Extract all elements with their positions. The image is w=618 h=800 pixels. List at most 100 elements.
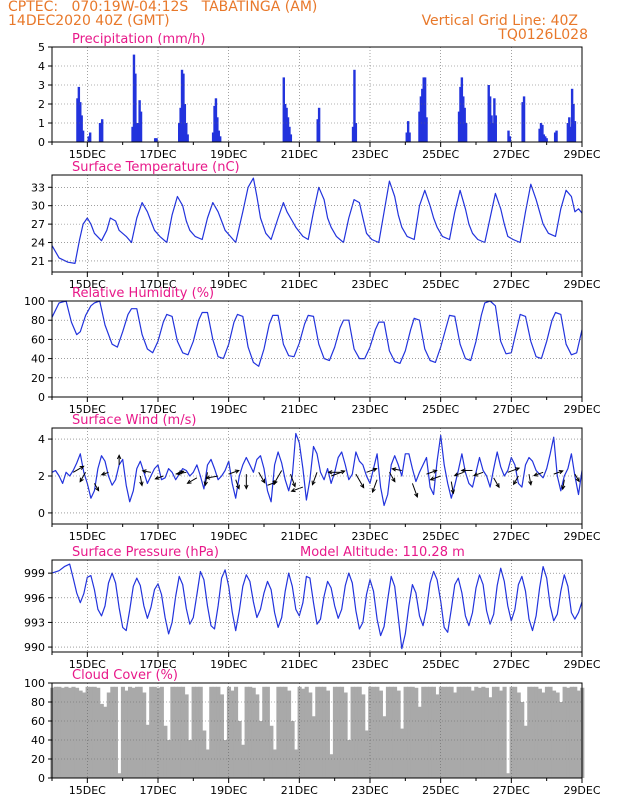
rh-ytick-label: 20 (31, 372, 45, 385)
cloud-column (407, 686, 412, 778)
wind-arrow (473, 471, 484, 477)
wind-arrow (142, 470, 152, 473)
precip-bar (405, 132, 408, 142)
wind-line (51, 432, 583, 507)
wind-arrow-head (290, 487, 296, 493)
wind-arrow (430, 475, 441, 481)
precip-bar (216, 117, 219, 142)
wind-arrow (574, 473, 580, 482)
wind-panel (48, 427, 583, 529)
precip-bar (77, 86, 81, 142)
cloud-xtick-label: 23DEC (351, 784, 388, 797)
cloud-column (523, 725, 528, 778)
wind-arrow (187, 477, 198, 484)
temp-ytick-label: 33 (31, 181, 45, 194)
wind-arrow-head (372, 467, 378, 472)
precip-ytick-label: 1 (38, 117, 45, 130)
wind-xtick-label: 19DEC (210, 530, 247, 543)
cloud-column (78, 690, 83, 778)
precip-ytick-label: 5 (38, 41, 45, 54)
cloud-column (149, 686, 154, 778)
cloud-column (67, 687, 73, 778)
wind-arrow (355, 473, 365, 488)
cloud-column (237, 721, 242, 778)
wind-arrow-head (273, 479, 278, 485)
wind-arrow-head (429, 476, 435, 481)
precip-bar (286, 117, 290, 142)
cloud-ytick-label: 80 (31, 696, 45, 709)
pres-xtick-label: 17DEC (139, 658, 176, 671)
cloud-column (445, 686, 451, 778)
precip-bar (460, 77, 464, 142)
wind-xtick-label: 17DEC (139, 530, 176, 543)
precip-bar (134, 73, 137, 142)
cloud-column (248, 686, 253, 778)
precip-xtick-label: 15DEC (69, 148, 106, 161)
cloud-xtick-label: 29DEC (563, 784, 600, 797)
wind-arrow-head (528, 480, 533, 486)
precip-xtick-label: 27DEC (493, 148, 530, 161)
cloud-column (456, 686, 461, 778)
cloud-column (463, 686, 468, 778)
wind-arrow-head (391, 477, 396, 483)
temp-line (51, 177, 583, 264)
pres-title: Surface Pressure (hPa) (72, 545, 219, 560)
cloud-column (166, 740, 171, 778)
precip-xtick-label: 29DEC (563, 148, 600, 161)
cloud-column (244, 686, 249, 778)
grid-note: Vertical Grid Line: 40Z (421, 13, 578, 29)
cloud-column (481, 686, 486, 778)
precip-bar (494, 115, 497, 142)
cloud-column (198, 686, 203, 778)
precip-bar (545, 138, 548, 142)
precip-bar (179, 107, 182, 142)
wind-arrow-head (100, 471, 106, 476)
rh-xtick-label: 23DEC (351, 403, 388, 416)
precip-bar (185, 123, 188, 142)
wind-arrow-head (235, 484, 240, 490)
cloud-column (124, 690, 129, 778)
cloud-column (449, 686, 454, 778)
rh-xtick-label: 21DEC (281, 403, 318, 416)
cloud-column (308, 692, 313, 778)
cloud-column (396, 690, 401, 778)
wind-arrow-head (139, 481, 144, 487)
cloud-column (294, 749, 299, 778)
precip-bar (521, 102, 524, 142)
precip-ytick-label: 4 (38, 60, 45, 73)
pres-xtick-label: 23DEC (351, 658, 388, 671)
precip-bar (76, 98, 79, 142)
wind-xtick-label: 21DEC (281, 530, 318, 543)
precip-bar (285, 107, 288, 142)
cloud-column (491, 686, 497, 778)
cloud-column (530, 686, 535, 778)
precip-bar (218, 136, 222, 142)
rh-ytick-label: 40 (31, 353, 45, 366)
cloud-column (85, 686, 90, 778)
precip-bar (423, 77, 427, 142)
precip-ytick-label: 0 (38, 136, 45, 149)
precip-bar (425, 117, 428, 142)
cloud-column (322, 686, 327, 778)
precip-xtick-label: 17DEC (139, 148, 176, 161)
temp-xtick-label: 23DEC (351, 278, 388, 291)
precip-bar (459, 86, 462, 142)
date-header: 14DEC2020 40Z (GMT) (8, 13, 170, 29)
cloud-column (283, 686, 288, 778)
wind-arrow (139, 475, 143, 486)
cloud-column (566, 687, 571, 778)
cloud-column (378, 690, 383, 778)
cloud-column (414, 687, 419, 778)
wind-arrow (372, 479, 378, 493)
precip-bar (421, 88, 424, 142)
wind-arrow (426, 469, 437, 475)
cloud-xtick-label: 17DEC (139, 784, 176, 797)
cloud-column (392, 686, 398, 778)
wind-arrow (101, 471, 109, 476)
cloud-column (417, 706, 422, 778)
wind-arrow-head (340, 470, 346, 475)
cloud-column (368, 686, 373, 778)
temp-xtick-label: 19DEC (210, 278, 247, 291)
wind-arrow (392, 468, 402, 471)
cloud-column (343, 692, 348, 778)
